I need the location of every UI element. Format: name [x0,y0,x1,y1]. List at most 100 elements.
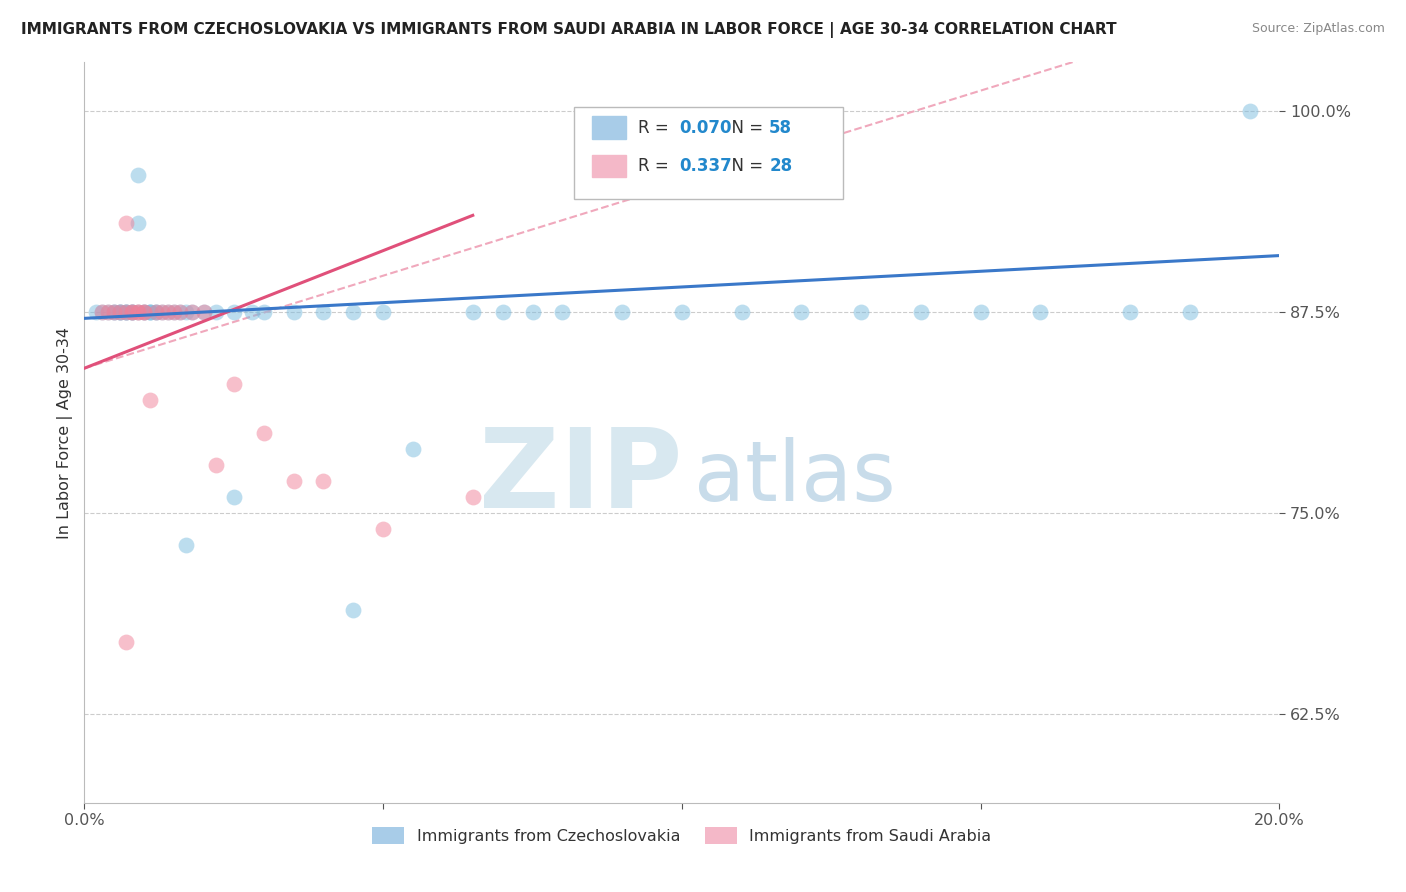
Point [970,305,993,319]
Point [222,305,245,319]
Point [671,305,693,319]
Point [86,305,108,319]
Point [157,305,180,319]
Point [132,305,156,319]
Point [150,305,173,319]
Text: R =: R = [638,119,673,136]
Point [127,305,149,319]
Point [373,305,395,319]
Text: atlas: atlas [695,436,896,517]
Y-axis label: In Labor Force | Age 30-34: In Labor Force | Age 30-34 [58,326,73,539]
Point [132,305,156,319]
Point [127,216,149,230]
Point [1119,305,1142,319]
Point [240,305,263,319]
Point [790,305,813,319]
Point [169,305,191,319]
Text: 58: 58 [769,119,792,136]
Point [731,305,754,319]
Point [342,602,364,616]
Point [145,305,167,319]
Point [163,305,186,319]
Point [103,305,125,319]
Point [121,305,143,319]
Point [91,305,114,319]
Point [110,305,132,319]
Bar [592,117,626,138]
Point [253,305,276,319]
Text: Source: ZipAtlas.com: Source: ZipAtlas.com [1251,22,1385,36]
Point [115,216,138,230]
Point [121,305,143,319]
Point [121,305,143,319]
Point [174,538,197,552]
Point [115,305,138,319]
Point [132,305,156,319]
Point [115,305,138,319]
Point [1239,103,1261,118]
Point [522,305,544,319]
Text: 28: 28 [769,157,792,175]
Point [222,490,245,504]
Point [127,305,149,319]
Text: ZIP: ZIP [478,424,682,531]
Point [157,305,180,319]
Point [139,393,162,408]
Point [402,442,425,456]
Point [1178,305,1201,319]
Point [110,305,132,319]
Point [181,305,204,319]
Text: R =: R = [638,157,673,175]
FancyBboxPatch shape [575,107,844,200]
Text: 0.070: 0.070 [679,119,733,136]
Point [127,168,149,182]
Point [193,305,215,319]
Text: N =: N = [721,157,769,175]
Point [103,305,125,319]
Point [121,305,143,319]
Point [169,305,191,319]
Point [193,305,215,319]
Point [103,305,125,319]
Point [127,305,149,319]
Text: 0.337: 0.337 [679,157,733,175]
Point [132,305,156,319]
Point [97,305,120,319]
Point [110,305,132,319]
Point [342,305,364,319]
Point [283,474,305,488]
Point [551,305,574,319]
Point [163,305,186,319]
Text: N =: N = [721,119,769,136]
Point [461,305,484,319]
Legend: Immigrants from Czechoslovakia, Immigrants from Saudi Arabia: Immigrants from Czechoslovakia, Immigran… [366,821,998,850]
Point [97,305,120,319]
Point [283,305,305,319]
Point [1029,305,1052,319]
Point [851,305,873,319]
Point [110,305,132,319]
Point [115,305,138,319]
Point [145,305,167,319]
Point [612,305,634,319]
Point [312,474,335,488]
Point [121,305,143,319]
Point [139,305,162,319]
Point [461,490,484,504]
Point [910,305,932,319]
Point [174,305,197,319]
Point [492,305,515,319]
Point [115,635,138,649]
Point [181,305,204,319]
Point [205,305,228,319]
Point [205,458,228,472]
Point [222,377,245,392]
Point [312,305,335,319]
Bar [592,155,626,178]
Text: IMMIGRANTS FROM CZECHOSLOVAKIA VS IMMIGRANTS FROM SAUDI ARABIA IN LABOR FORCE | : IMMIGRANTS FROM CZECHOSLOVAKIA VS IMMIGR… [21,22,1116,38]
Point [139,305,162,319]
Point [145,305,167,319]
Point [139,305,162,319]
Point [91,305,114,319]
Point [253,425,276,440]
